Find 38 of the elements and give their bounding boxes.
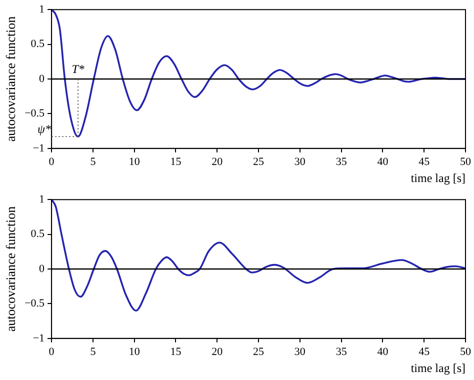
x-tick-label: 5 [90, 156, 96, 168]
x-tick-label: 0 [48, 156, 55, 168]
x-axis-title: time lag [s] [410, 170, 466, 185]
y-tick-label: 0 [39, 72, 46, 85]
x-tick-label: 25 [253, 156, 265, 168]
y-axis-title: autocovariance function [3, 206, 18, 332]
x-tick-label: 20 [212, 156, 224, 168]
x-tick-label: 0 [48, 346, 55, 358]
annotation: T* [72, 62, 84, 76]
y-tick-label: 1 [39, 3, 45, 16]
y-tick-label: 0.5 [30, 228, 46, 240]
x-tick-label: 30 [294, 346, 306, 358]
annotation: ψ* [38, 122, 52, 136]
x-tick-label: 30 [294, 156, 306, 168]
y-tick-label: −0.5 [24, 298, 46, 310]
x-tick-label: 5 [90, 346, 96, 358]
x-tick-label: 35 [336, 156, 348, 168]
x-tick-label: 45 [418, 346, 430, 358]
x-tick-label: 50 [460, 156, 472, 168]
y-tick-label: −1 [32, 142, 45, 154]
y-tick-label: −1 [32, 332, 45, 344]
y-tick-label: −0.5 [24, 108, 46, 120]
x-tick-label: 50 [460, 346, 472, 358]
x-tick-label: 15 [170, 346, 182, 358]
x-axis-title: time lag [s] [410, 360, 466, 375]
x-tick-label: 40 [377, 346, 389, 358]
y-tick-label: 1 [39, 193, 45, 206]
x-tick-label: 45 [418, 156, 430, 168]
x-tick-label: 15 [170, 156, 182, 168]
x-tick-label: 10 [128, 346, 140, 358]
y-axis-title: autocovariance function [3, 16, 18, 142]
x-tick-label: 25 [253, 346, 265, 358]
y-tick-label: 0.5 [30, 38, 46, 50]
x-tick-label: 20 [212, 346, 224, 358]
x-tick-label: 35 [336, 346, 348, 358]
x-tick-label: 40 [377, 156, 389, 168]
x-tick-label: 10 [128, 156, 140, 168]
y-tick-label: 0 [39, 262, 46, 275]
